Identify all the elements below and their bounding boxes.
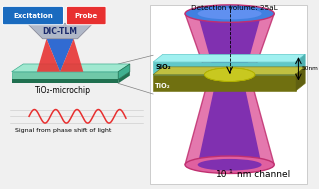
Polygon shape — [11, 72, 118, 80]
Text: Probe: Probe — [75, 12, 98, 19]
Text: nm channel: nm channel — [234, 170, 290, 179]
Polygon shape — [27, 23, 93, 39]
Ellipse shape — [185, 156, 274, 174]
Polygon shape — [118, 64, 130, 80]
Polygon shape — [198, 14, 262, 165]
Polygon shape — [118, 72, 130, 83]
Text: DIC-TLM: DIC-TLM — [42, 26, 78, 36]
Polygon shape — [153, 75, 295, 91]
Text: Excitation: Excitation — [13, 12, 53, 19]
Polygon shape — [37, 39, 60, 72]
FancyBboxPatch shape — [66, 6, 106, 25]
Text: Detection volume: 25aL: Detection volume: 25aL — [191, 5, 278, 11]
Ellipse shape — [204, 68, 255, 81]
FancyBboxPatch shape — [150, 5, 307, 184]
Ellipse shape — [204, 68, 255, 81]
Polygon shape — [11, 80, 118, 83]
Polygon shape — [295, 67, 305, 91]
Polygon shape — [60, 39, 83, 72]
Ellipse shape — [198, 159, 262, 170]
Ellipse shape — [198, 8, 262, 19]
Text: Signal from phase shift of light: Signal from phase shift of light — [15, 128, 111, 133]
Polygon shape — [153, 54, 305, 62]
Text: 1: 1 — [229, 169, 233, 174]
Polygon shape — [153, 62, 295, 75]
Polygon shape — [185, 14, 274, 165]
Text: SiO₂: SiO₂ — [155, 64, 171, 70]
Ellipse shape — [185, 5, 274, 22]
Polygon shape — [153, 67, 305, 75]
Text: 50nm: 50nm — [301, 66, 318, 71]
Text: TiO₂: TiO₂ — [155, 83, 171, 89]
Polygon shape — [47, 39, 74, 72]
Text: 10: 10 — [216, 170, 228, 179]
Polygon shape — [295, 54, 305, 75]
FancyBboxPatch shape — [3, 6, 63, 25]
Text: TiO₂-microchip: TiO₂-microchip — [35, 86, 91, 95]
Polygon shape — [11, 64, 130, 72]
